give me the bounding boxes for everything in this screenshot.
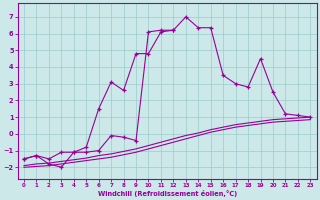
X-axis label: Windchill (Refroidissement éolien,°C): Windchill (Refroidissement éolien,°C): [98, 190, 237, 197]
